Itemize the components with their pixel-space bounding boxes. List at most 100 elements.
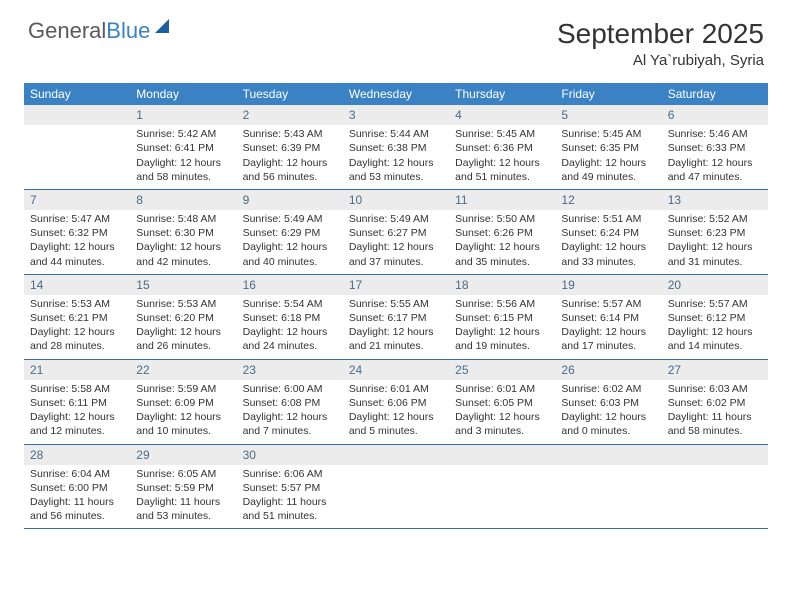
daylight-text: Daylight: 12 hours and 7 minutes. [243,410,337,438]
sunrise-text: Sunrise: 6:04 AM [30,467,124,481]
sunrise-text: Sunrise: 6:05 AM [136,467,230,481]
daylight-text: Daylight: 12 hours and 37 minutes. [349,240,443,268]
dow-cell: Friday [555,83,661,105]
day-number: 20 [662,275,768,295]
day-cell: 30Sunrise: 6:06 AMSunset: 5:57 PMDayligh… [237,445,343,529]
day-number: 23 [237,360,343,380]
day-number: 18 [449,275,555,295]
day-number: . [343,445,449,465]
day-cell: 4Sunrise: 5:45 AMSunset: 6:36 PMDaylight… [449,105,555,189]
day-number: 3 [343,105,449,125]
day-cell: 11Sunrise: 5:50 AMSunset: 6:26 PMDayligh… [449,190,555,274]
sunrise-text: Sunrise: 6:01 AM [455,382,549,396]
week-row: 14Sunrise: 5:53 AMSunset: 6:21 PMDayligh… [24,275,768,360]
day-cell: 14Sunrise: 5:53 AMSunset: 6:21 PMDayligh… [24,275,130,359]
day-number: 11 [449,190,555,210]
day-number: . [24,105,130,125]
daylight-text: Daylight: 12 hours and 5 minutes. [349,410,443,438]
dow-cell: Sunday [24,83,130,105]
logo-text: GeneralBlue [28,18,150,44]
daylight-text: Daylight: 11 hours and 51 minutes. [243,495,337,523]
day-body: Sunrise: 5:57 AMSunset: 6:12 PMDaylight:… [662,297,768,354]
day-number: 8 [130,190,236,210]
daylight-text: Daylight: 12 hours and 21 minutes. [349,325,443,353]
location: Al Ya`rubiyah, Syria [557,52,764,69]
day-cell: 22Sunrise: 5:59 AMSunset: 6:09 PMDayligh… [130,360,236,444]
day-number: 7 [24,190,130,210]
day-cell: 8Sunrise: 5:48 AMSunset: 6:30 PMDaylight… [130,190,236,274]
day-body: Sunrise: 5:52 AMSunset: 6:23 PMDaylight:… [662,212,768,269]
day-number: 26 [555,360,661,380]
daylight-text: Daylight: 12 hours and 53 minutes. [349,156,443,184]
day-body: Sunrise: 5:59 AMSunset: 6:09 PMDaylight:… [130,382,236,439]
sunset-text: Sunset: 6:41 PM [136,141,230,155]
dow-cell: Wednesday [343,83,449,105]
daylight-text: Daylight: 12 hours and 0 minutes. [561,410,655,438]
sunset-text: Sunset: 6:24 PM [561,226,655,240]
day-body: Sunrise: 5:53 AMSunset: 6:21 PMDaylight:… [24,297,130,354]
day-cell: . [449,445,555,529]
daylight-text: Daylight: 12 hours and 17 minutes. [561,325,655,353]
sunrise-text: Sunrise: 5:47 AM [30,212,124,226]
day-cell: 15Sunrise: 5:53 AMSunset: 6:20 PMDayligh… [130,275,236,359]
day-cell: . [555,445,661,529]
day-body: Sunrise: 6:06 AMSunset: 5:57 PMDaylight:… [237,467,343,524]
sunset-text: Sunset: 6:36 PM [455,141,549,155]
sunset-text: Sunset: 6:23 PM [668,226,762,240]
day-number: 1 [130,105,236,125]
sunrise-text: Sunrise: 5:44 AM [349,127,443,141]
calendar: SundayMondayTuesdayWednesdayThursdayFrid… [24,83,768,529]
sunset-text: Sunset: 6:03 PM [561,396,655,410]
sunrise-text: Sunrise: 5:45 AM [455,127,549,141]
daylight-text: Daylight: 12 hours and 19 minutes. [455,325,549,353]
day-cell: 21Sunrise: 5:58 AMSunset: 6:11 PMDayligh… [24,360,130,444]
sunset-text: Sunset: 6:35 PM [561,141,655,155]
sunrise-text: Sunrise: 5:55 AM [349,297,443,311]
sunrise-text: Sunrise: 5:57 AM [668,297,762,311]
day-cell: . [662,445,768,529]
day-number: 28 [24,445,130,465]
day-body: Sunrise: 6:01 AMSunset: 6:06 PMDaylight:… [343,382,449,439]
sunrise-text: Sunrise: 5:50 AM [455,212,549,226]
day-body: Sunrise: 6:02 AMSunset: 6:03 PMDaylight:… [555,382,661,439]
day-number: . [449,445,555,465]
month-title: September 2025 [557,18,764,50]
day-cell: 2Sunrise: 5:43 AMSunset: 6:39 PMDaylight… [237,105,343,189]
day-cell: 24Sunrise: 6:01 AMSunset: 6:06 PMDayligh… [343,360,449,444]
sunset-text: Sunset: 6:30 PM [136,226,230,240]
day-body: Sunrise: 5:58 AMSunset: 6:11 PMDaylight:… [24,382,130,439]
sunrise-text: Sunrise: 5:59 AM [136,382,230,396]
daylight-text: Daylight: 11 hours and 56 minutes. [30,495,124,523]
header: GeneralBlue September 2025 Al Ya`rubiyah… [0,0,792,79]
day-number: 5 [555,105,661,125]
day-body: Sunrise: 6:03 AMSunset: 6:02 PMDaylight:… [662,382,768,439]
day-cell: 18Sunrise: 5:56 AMSunset: 6:15 PMDayligh… [449,275,555,359]
sunset-text: Sunset: 6:32 PM [30,226,124,240]
day-body: Sunrise: 5:49 AMSunset: 6:29 PMDaylight:… [237,212,343,269]
daylight-text: Daylight: 12 hours and 58 minutes. [136,156,230,184]
day-number: 30 [237,445,343,465]
sunset-text: Sunset: 6:39 PM [243,141,337,155]
week-row: 28Sunrise: 6:04 AMSunset: 6:00 PMDayligh… [24,445,768,530]
dow-cell: Saturday [662,83,768,105]
day-body: Sunrise: 5:47 AMSunset: 6:32 PMDaylight:… [24,212,130,269]
day-number: 15 [130,275,236,295]
sunset-text: Sunset: 6:38 PM [349,141,443,155]
sunrise-text: Sunrise: 5:52 AM [668,212,762,226]
day-number: 6 [662,105,768,125]
sunrise-text: Sunrise: 5:57 AM [561,297,655,311]
daylight-text: Daylight: 12 hours and 44 minutes. [30,240,124,268]
sunset-text: Sunset: 6:18 PM [243,311,337,325]
sunrise-text: Sunrise: 6:02 AM [561,382,655,396]
day-cell: 19Sunrise: 5:57 AMSunset: 6:14 PMDayligh… [555,275,661,359]
day-cell: 20Sunrise: 5:57 AMSunset: 6:12 PMDayligh… [662,275,768,359]
day-body: Sunrise: 5:44 AMSunset: 6:38 PMDaylight:… [343,127,449,184]
daylight-text: Daylight: 12 hours and 35 minutes. [455,240,549,268]
day-body: Sunrise: 5:42 AMSunset: 6:41 PMDaylight:… [130,127,236,184]
sunset-text: Sunset: 6:08 PM [243,396,337,410]
sunrise-text: Sunrise: 5:49 AM [243,212,337,226]
week-row: .1Sunrise: 5:42 AMSunset: 6:41 PMDayligh… [24,105,768,190]
daylight-text: Daylight: 12 hours and 47 minutes. [668,156,762,184]
sunrise-text: Sunrise: 5:45 AM [561,127,655,141]
day-body: Sunrise: 5:45 AMSunset: 6:35 PMDaylight:… [555,127,661,184]
